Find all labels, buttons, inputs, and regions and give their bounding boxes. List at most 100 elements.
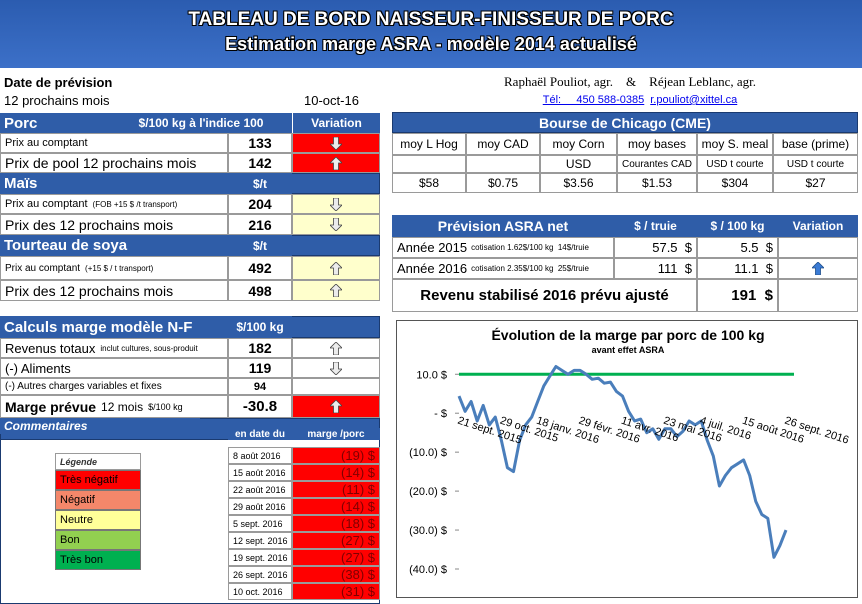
chicago-column: moy S. meal xyxy=(697,133,773,155)
section-title: Calculs marge modèle N-F xyxy=(0,316,228,338)
variation-cell xyxy=(292,395,380,418)
history-date: 29 août 2016 xyxy=(228,498,292,515)
label: Prix au comptant xyxy=(5,262,81,274)
variation-arrow xyxy=(330,136,342,150)
asra-label: Année 2016 cotisation 2.35$/100 kg 25$/tr… xyxy=(392,258,614,279)
history-margin: (27) $ xyxy=(292,532,380,549)
chart-subtitle: avant effet ASRA xyxy=(592,345,665,355)
history-margin: (38) $ xyxy=(292,566,380,583)
note: inclut cultures, sous-produit xyxy=(100,343,198,353)
label: Prix de pool 12 prochains mois xyxy=(5,155,197,171)
history-date: 15 août 2016 xyxy=(228,464,292,481)
variation-cell xyxy=(292,280,380,301)
note: (FOB +15 $ /t transport) xyxy=(92,199,178,209)
asra-title: Prévision ASRA net xyxy=(392,215,614,237)
row-value: 142 xyxy=(228,153,292,173)
legend-item: Bon xyxy=(55,530,141,550)
y-tick-label: (20.0) $ xyxy=(409,486,447,498)
label: (-) Autres charges variables et fixes xyxy=(5,381,162,392)
banner-subtitle: Estimation marge ASRA - modèle 2014 actu… xyxy=(225,33,637,54)
banner xyxy=(0,0,862,68)
history-margin: (18) $ xyxy=(292,515,380,532)
y-tick-label: 10.0 $ xyxy=(416,369,447,381)
label: Prix des 12 prochains mois xyxy=(5,282,174,299)
y-tick-label: (40.0) $ xyxy=(409,564,447,576)
y-tick-label: (10.0) $ xyxy=(409,447,447,459)
history-date: 26 sept. 2016 xyxy=(228,566,292,583)
history-margin: (19) $ xyxy=(292,447,380,464)
legend-item: Neutre xyxy=(55,510,141,530)
section-unit: $/t xyxy=(228,173,292,194)
margin-header: marge /porc xyxy=(292,428,380,440)
asra-col: Variation xyxy=(778,215,858,237)
history-date: 12 sept. 2016 xyxy=(228,532,292,549)
comments-title: Commentaires xyxy=(0,418,200,434)
history-margin: (31) $ xyxy=(292,583,380,600)
banner-title: TABLEAU DE BORD NAISSEUR-FINISSEUR DE PO… xyxy=(188,9,674,30)
variation-cell xyxy=(292,256,380,280)
date-header: en date du xyxy=(228,428,292,440)
variation-cell xyxy=(778,237,858,258)
row-label: Prix des 12 prochains mois xyxy=(0,214,228,235)
section-title: Tourteau de soya xyxy=(0,235,228,256)
chicago-value: $3.56 xyxy=(540,173,617,193)
variation-cell xyxy=(292,358,380,378)
variation-arrow xyxy=(812,262,824,275)
contact: Tél: 450 588-0385 r.pouliot@xittel.ca xyxy=(480,91,800,109)
note: 12 mois xyxy=(101,399,144,414)
section-unit: $/t xyxy=(228,235,292,256)
row-label: Prix au comptant (FOB +15 $ /t transport) xyxy=(0,194,228,214)
chicago-unit: USD xyxy=(540,155,617,173)
row-value: 133 xyxy=(228,133,292,153)
row-label: Prix de pool 12 prochains mois xyxy=(0,153,228,173)
y-tick-label: (30.0) $ xyxy=(409,525,447,537)
section-variation: Variation xyxy=(292,113,380,133)
chicago-column: moy L Hog xyxy=(392,133,466,155)
variation-cell xyxy=(292,338,380,358)
chicago-value: $27 xyxy=(773,173,858,193)
chicago-unit-empty xyxy=(466,155,540,173)
asra-total-label: Revenu stabilisé 2016 prévu ajusté xyxy=(392,279,697,312)
chicago-unit: USD t courte xyxy=(697,155,773,173)
history-margin: (14) $ xyxy=(292,498,380,515)
variation-arrow xyxy=(330,156,342,170)
row-value: 182 xyxy=(228,338,292,358)
variation-cell xyxy=(292,194,380,214)
row-value: 119 xyxy=(228,358,292,378)
asra-value: 5.5 $ xyxy=(697,237,778,258)
history-margin: (14) $ xyxy=(292,464,380,481)
asra-label: Année 2015 cotisation 1.62$/100 kg 14$/tr… xyxy=(392,237,614,258)
row-value: 94 xyxy=(228,378,292,395)
note: cotisation 1.62$/100 kg 14$/truie xyxy=(471,243,589,252)
forecast-horizon: 12 prochains mois xyxy=(4,92,110,108)
section-unit: $/100 kg à l'indice 100 xyxy=(110,113,292,133)
chicago-value: $58 xyxy=(392,173,466,193)
asra-total: 191 $ xyxy=(697,279,778,312)
y-tick-label: - $ xyxy=(434,408,447,420)
label: Revenus totaux xyxy=(5,340,96,356)
chicago-column: moy Corn xyxy=(540,133,617,155)
phone: Tél: 450 588-0385 xyxy=(542,94,645,106)
label: Prix des 12 prochains mois xyxy=(5,216,174,233)
variation-arrow xyxy=(330,284,342,297)
margin-chart: Évolution de la marge par porc de 100 kg… xyxy=(396,320,858,598)
row-value: 492 xyxy=(228,256,292,280)
chicago-header: Bourse de Chicago (CME) xyxy=(392,112,858,133)
variation-arrow xyxy=(330,341,342,355)
history-date: 19 sept. 2016 xyxy=(228,549,292,566)
row-value: 204 xyxy=(228,194,292,214)
legend-item: Très bon xyxy=(55,550,141,570)
margin-line xyxy=(457,365,788,559)
variation-arrow xyxy=(330,218,342,231)
asra-col: $ / truie xyxy=(614,215,697,237)
forecast-date: 10-oct-16 xyxy=(304,92,359,108)
asra-value: 57.5 $ xyxy=(614,237,697,258)
row-label: (-) Autres charges variables et fixes xyxy=(0,378,228,395)
section-title: Maïs xyxy=(0,173,228,194)
unit: $/100 kg xyxy=(148,401,183,412)
label: (-) Aliments xyxy=(5,360,71,376)
asra-total-empty xyxy=(778,279,858,312)
chicago-column: moy bases xyxy=(617,133,697,155)
row-label: Prix au comptant xyxy=(0,133,228,153)
